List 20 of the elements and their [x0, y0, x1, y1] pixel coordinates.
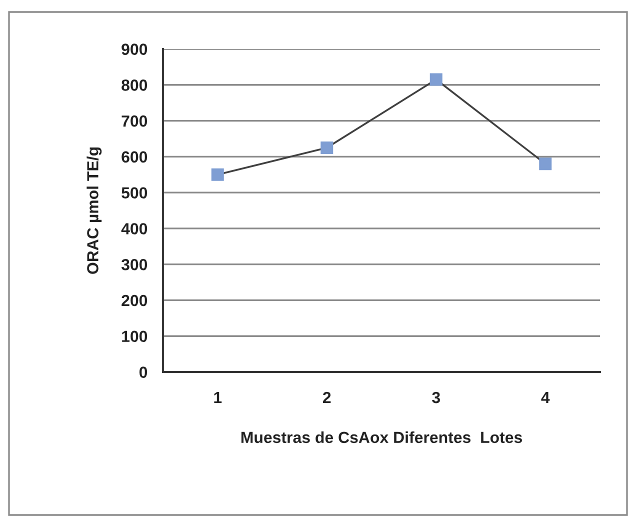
x-tick-label: 4 — [541, 392, 550, 404]
point — [430, 73, 442, 86]
y-tick-label: 400 — [121, 223, 148, 234]
y-tick-label: 200 — [122, 294, 148, 306]
x-tick-label: 2 — [322, 392, 331, 404]
y-tick-label: 0 — [139, 366, 148, 378]
x-tick-label: 3 — [432, 392, 440, 404]
y-tick-label: 600 — [122, 151, 148, 163]
y-tick-label: 300 — [121, 258, 148, 270]
point — [539, 158, 552, 170]
x-axis-title: Muestras de CsAox Diferentes Lotes — [241, 431, 522, 444]
y-tick-label: 700 — [122, 115, 148, 127]
point — [320, 141, 334, 154]
y-axis-title: ORAC µmol TE/g — [86, 148, 102, 274]
y-tick-label: 100 — [122, 330, 148, 342]
point — [211, 168, 224, 181]
y-tick-label: 800 — [122, 80, 148, 91]
y-tick-label: 500 — [122, 187, 148, 198]
y-tick-label: 900 — [122, 44, 148, 55]
x-tick-label: 1 — [214, 392, 222, 404]
